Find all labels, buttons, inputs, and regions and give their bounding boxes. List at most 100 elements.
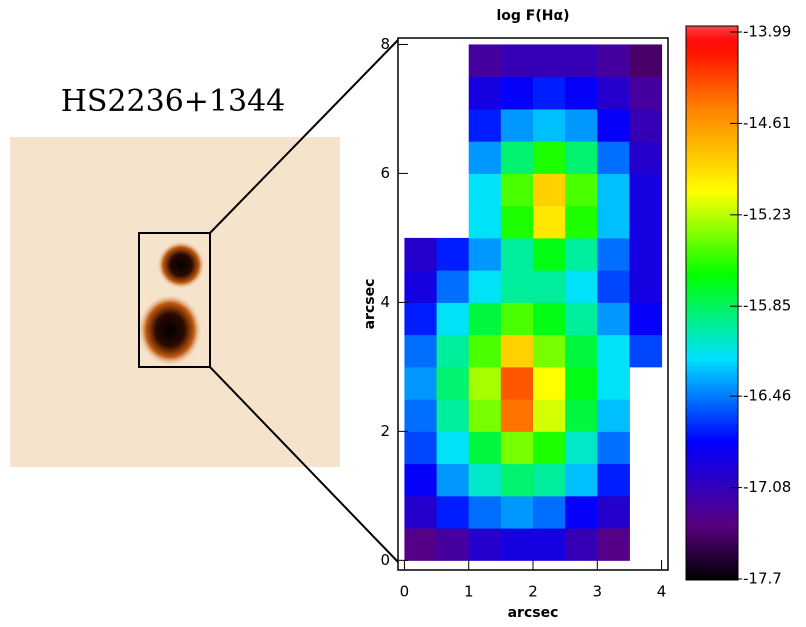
heatmap-cell [404,431,438,465]
heatmap-cell [597,237,630,271]
heatmap-cell [565,495,598,529]
heatmap-cell [565,205,598,239]
heatmap-cell [533,302,566,336]
heatmap-cell [468,141,502,174]
heatmap-cell [565,463,598,497]
heatmap-cell [597,528,630,561]
heatmap-cell [500,141,534,174]
heatmap-cell [533,463,566,497]
heatmap-cell [629,44,663,78]
heatmap-cell [436,270,470,303]
heatmap-cell [597,495,630,529]
heatmap-cell [629,76,663,110]
heatmap-cell [533,495,566,529]
heatmap-cell [436,366,470,400]
heatmap-cell [500,44,534,78]
heatmap-cell [468,173,502,207]
heatmap-cell [404,463,438,497]
heatmap-cell [533,399,566,432]
heatmap-cell [500,76,534,110]
heatmap-cell [500,205,534,239]
heatmap-cell [597,205,630,239]
heatmap-cell [629,108,663,142]
heatmap-cell [597,431,630,465]
heatmap-cell [500,495,534,529]
heatmap-cell [629,270,663,303]
heatmap-cell [629,141,663,174]
heatmap-cell [597,108,630,142]
heatmap-cell [500,108,534,142]
x-tick-label: 3 [593,583,603,601]
heatmap-cell [500,431,534,465]
heatmap-cell [597,366,630,400]
heatmap-cell [468,76,502,110]
heatmap-cell [533,173,566,207]
heatmap-cell [533,334,566,368]
heatmap-cell [565,366,598,400]
heatmap-cell [500,399,534,432]
heatmap-cell [565,108,598,142]
knot [157,241,205,289]
colorbar [685,25,739,581]
heatmap-cell [436,302,470,336]
heatmap-cell [565,399,598,432]
heatmap-cell [597,270,630,303]
object-label: HS2236+1344 [61,84,286,119]
knot [138,294,202,366]
heatmap-cell [436,399,470,432]
heatmap-cell [533,237,566,271]
heatmap-cell [468,528,502,561]
heatmap-cell [500,173,534,207]
heatmap-cell [468,205,502,239]
heatmap-cell [404,237,438,271]
heatmap-cell [565,302,598,336]
heatmap-cell [436,334,470,368]
heatmap-cell [468,463,502,497]
colorbar-tick-label: -13.99 [743,23,791,41]
heatmap-cell [468,270,502,303]
heatmap-cell [629,334,663,368]
heatmap-cell [500,366,534,400]
heatmap-cell [500,237,534,271]
x-tick-label: 1 [464,583,474,601]
heatmap-cell [565,334,598,368]
heatmap-cell [597,141,630,174]
heatmap-cell [500,302,534,336]
heatmap-cell [436,431,470,465]
heatmap-cell [500,270,534,303]
heatmap-cell [565,44,598,78]
heatmap-cell [533,205,566,239]
heatmap-cell [565,237,598,271]
heatmap-cell [597,76,630,110]
y-tick-label: 8 [380,35,390,53]
heatmap-cell [629,237,663,271]
heatmap-cell [597,399,630,432]
title: log F(Hα) [496,8,569,24]
heatmap-cell [565,173,598,207]
galaxy-image [10,39,399,563]
heatmap-cell [468,108,502,142]
heatmap-cell [436,463,470,497]
heatmap-cell [597,302,630,336]
heatmap-cell [629,173,663,207]
heatmap-cell [404,366,438,400]
heatmap-cell [468,366,502,400]
y-tick-label: 0 [380,551,390,569]
heatmap-cell [436,528,470,561]
heatmap-cell [468,44,502,78]
heatmap-cell [565,141,598,174]
heatmap-cell [533,366,566,400]
heatmap-cell [565,431,598,465]
heatmap-cell [468,431,502,465]
heatmap-cell [468,495,502,529]
y-tick-label: 6 [380,164,390,182]
heatmap-cell [533,76,566,110]
colorbar-tick-label: -17.08 [743,478,791,496]
heatmap-cell [533,270,566,303]
heatmap-cell [565,270,598,303]
heatmap-cell [436,237,470,271]
heatmap-cell [565,76,598,110]
heatmap-cell [468,302,502,336]
zoom-line [209,39,399,234]
